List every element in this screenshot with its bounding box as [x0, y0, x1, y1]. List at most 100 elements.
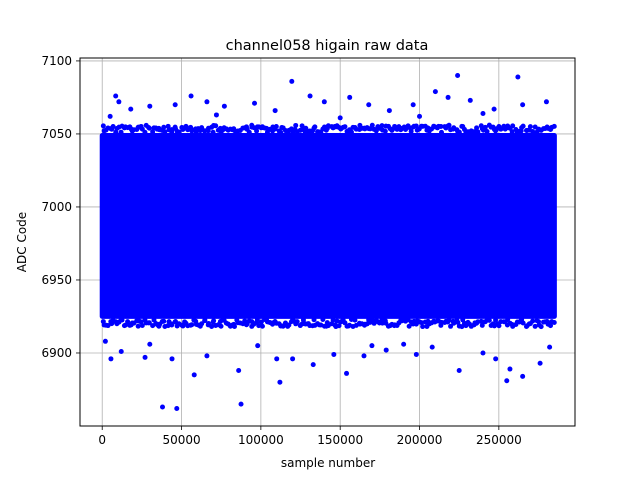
data-point: [125, 319, 131, 325]
data-point: [135, 323, 141, 329]
data-point: [352, 317, 358, 323]
data-point: [418, 320, 424, 326]
data-point: [277, 379, 283, 385]
data-point: [347, 94, 353, 100]
data-point: [162, 129, 168, 135]
data-point: [293, 122, 299, 128]
data-point: [475, 129, 481, 135]
data-point: [312, 124, 318, 130]
data-point: [455, 73, 461, 79]
data-point: [342, 124, 348, 130]
data-point: [128, 106, 134, 112]
data-point: [482, 124, 488, 130]
data-point: [493, 356, 499, 362]
data-point: [330, 317, 336, 323]
data-point: [486, 317, 492, 323]
data-point: [142, 354, 148, 360]
data-point: [439, 129, 445, 135]
data-point: [311, 317, 317, 323]
data-point: [406, 124, 412, 130]
data-point: [232, 323, 238, 329]
data-point: [474, 125, 480, 131]
ticks: 0 50000 100000 150000 200000 250000 6900 6950 70…: [41, 54, 521, 447]
data-point: [505, 317, 511, 323]
data-point: [236, 368, 242, 374]
data-point: [480, 110, 486, 116]
data-point: [210, 129, 216, 135]
data-point: [510, 123, 516, 129]
data-point: [256, 323, 262, 329]
data-point: [406, 323, 412, 329]
y-axis-label: ADC Code: [15, 212, 29, 272]
data-point: [107, 113, 113, 119]
data-point: [278, 129, 284, 135]
data-point: [515, 74, 521, 80]
data-point: [113, 93, 119, 99]
data-point: [188, 93, 194, 99]
data-point: [206, 321, 212, 327]
data-point: [551, 123, 557, 129]
data-point: [467, 97, 473, 103]
data-point: [246, 129, 252, 135]
data-point: [204, 99, 210, 105]
data-point: [548, 323, 554, 329]
data-point: [116, 99, 122, 105]
data-point: [199, 321, 205, 327]
data-point: [202, 317, 208, 323]
y-tick-label: 6900: [41, 346, 72, 360]
data-point: [108, 356, 114, 362]
data-point: [189, 322, 195, 328]
data-point: [146, 320, 152, 326]
data-point: [367, 126, 373, 132]
data-point: [491, 106, 497, 112]
data-point: [273, 123, 279, 129]
data-point: [408, 128, 414, 134]
data-point: [252, 100, 258, 106]
data-point: [379, 123, 385, 129]
data-point: [547, 344, 553, 350]
data-point: [344, 370, 350, 376]
data-point: [102, 338, 108, 344]
data-point: [520, 320, 526, 326]
data-point: [321, 99, 327, 105]
data-point: [255, 343, 261, 349]
data-point: [169, 356, 175, 362]
data-point: [320, 317, 326, 323]
data-point: [369, 122, 375, 128]
data-point: [410, 102, 416, 108]
data-point: [348, 129, 354, 135]
data-point: [520, 373, 526, 379]
data-point: [199, 125, 205, 131]
data-point: [532, 323, 538, 329]
data-point: [445, 94, 451, 100]
data-point: [105, 323, 111, 329]
y-tick-label: 7100: [41, 54, 72, 68]
data-point: [456, 368, 462, 374]
data-point: [100, 123, 106, 129]
data-point: [543, 99, 549, 105]
data-point: [254, 316, 260, 322]
data-point: [438, 123, 444, 129]
data-point: [520, 123, 526, 129]
data-point: [307, 93, 313, 99]
data-point: [361, 353, 367, 359]
data-point: [538, 324, 544, 330]
x-tick-label: 250000: [476, 433, 522, 447]
data-point: [213, 123, 219, 129]
data-point: [213, 112, 219, 118]
x-axis-label: sample number: [281, 456, 375, 470]
data-point: [211, 318, 217, 324]
x-tick-label: 100000: [238, 433, 284, 447]
data-point: [493, 317, 499, 323]
data-point: [383, 347, 389, 353]
y-tick-label: 7000: [41, 200, 72, 214]
data-point: [161, 124, 167, 130]
data-point: [110, 124, 116, 130]
data-point: [432, 89, 438, 95]
data-point: [272, 108, 278, 114]
data-point: [551, 319, 557, 325]
data-point: [331, 351, 337, 357]
data-point: [448, 323, 454, 329]
data-point: [369, 343, 375, 349]
data-point: [386, 108, 392, 114]
